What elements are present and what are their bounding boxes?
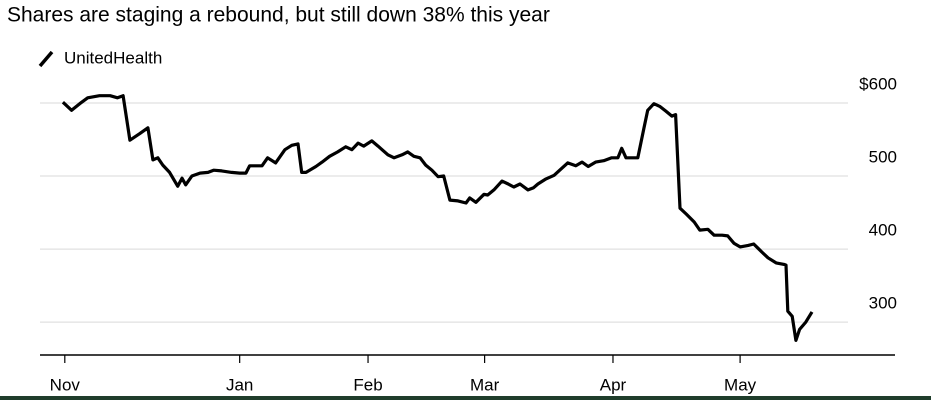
x-tick-label: Nov xyxy=(50,375,81,394)
x-tick-label: Mar xyxy=(470,375,500,394)
y-tick-label: 500 xyxy=(869,147,897,166)
legend-label: UnitedHealth xyxy=(64,48,162,67)
x-tick-label: May xyxy=(724,375,757,394)
y-tick-label: 400 xyxy=(869,221,897,240)
x-tick-label: Feb xyxy=(353,375,382,394)
x-tick-label: Jan xyxy=(226,375,253,394)
chart-title: Shares are staging a rebound, but still … xyxy=(7,4,550,27)
line-series xyxy=(61,94,814,342)
y-tick-label: 300 xyxy=(869,294,897,313)
legend-swatch xyxy=(38,50,54,68)
bottom-border xyxy=(0,396,931,400)
y-tick-label: $600 xyxy=(859,74,897,93)
x-tick-label: Apr xyxy=(600,375,627,394)
